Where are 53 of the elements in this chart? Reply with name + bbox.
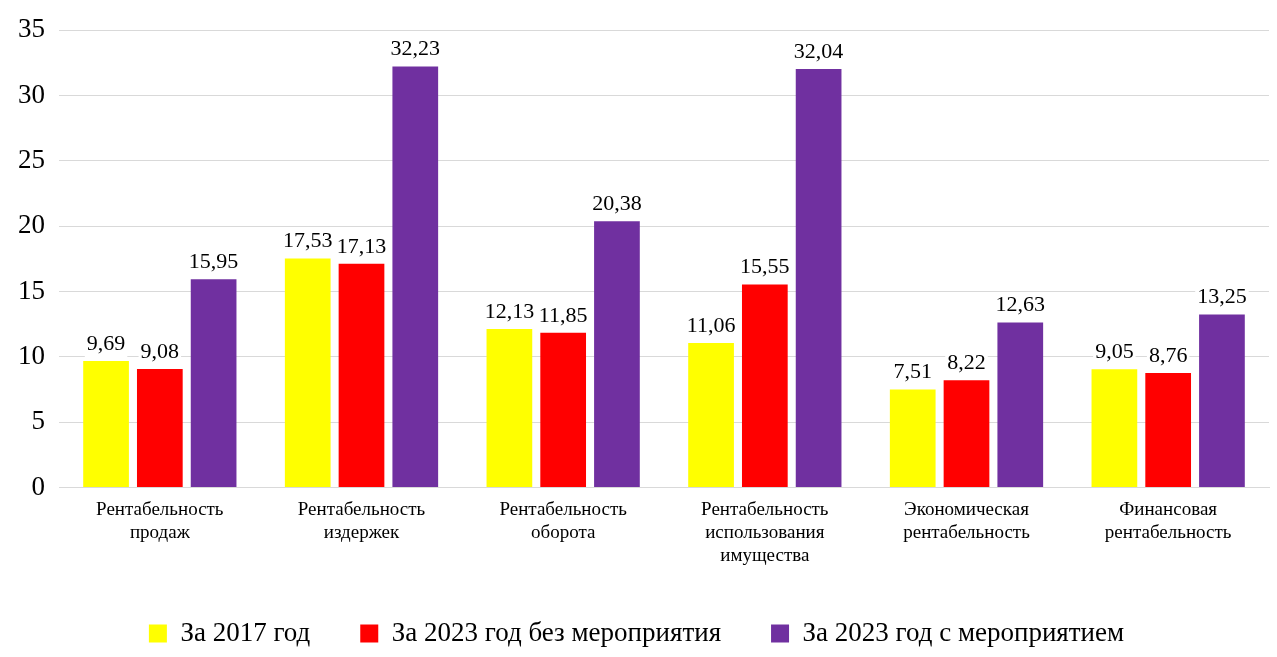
legend-label: За 2023 год без мероприятия: [391, 616, 722, 647]
legend-label: За 2017 год: [180, 616, 311, 647]
bar: [136, 368, 183, 488]
data-label: 8,22: [947, 348, 986, 374]
bar: [943, 380, 990, 488]
y-tick-label: 25: [18, 143, 45, 174]
data-label: 17,53: [282, 227, 333, 253]
bar: [795, 68, 842, 488]
bar: [688, 343, 734, 488]
data-label: 7,51: [893, 358, 932, 384]
bar: [284, 258, 331, 488]
bar: [1199, 314, 1245, 488]
x-tick-label: Рентабельность использования имущества: [701, 497, 829, 565]
data-label: 9,05: [1095, 338, 1134, 364]
data-label: 9,69: [86, 329, 126, 355]
data-label: 11,06: [686, 311, 736, 337]
y-tick-label: 5: [31, 405, 45, 436]
bar: [338, 263, 385, 488]
y-tick-label: 20: [18, 209, 45, 240]
bar: [540, 332, 587, 488]
bar: [83, 360, 129, 488]
y-tick-label: 15: [18, 274, 45, 305]
bar: [594, 221, 640, 488]
legend-label: За 2023 год с мероприятием: [802, 616, 1125, 647]
x-tick-label: Рентабельность издержек: [297, 497, 426, 542]
y-tick-label: 30: [18, 78, 45, 109]
data-label: 9,08: [140, 337, 180, 363]
x-tick-label: Финансовая рентабельность: [1104, 497, 1232, 542]
y-tick-label: 10: [18, 340, 45, 371]
x-tick-label: Экономическая рентабельность: [903, 497, 1031, 542]
bar: [997, 322, 1044, 488]
data-label: 20,38: [592, 190, 642, 216]
data-label: 12,63: [995, 291, 1046, 317]
bar: [741, 284, 788, 488]
bar: [889, 389, 936, 488]
bar: [1145, 373, 1192, 488]
x-tick-label: Рентабельность продаж: [96, 497, 224, 542]
data-label: 15,95: [188, 247, 239, 273]
data-label: 12,13: [484, 297, 535, 323]
data-label: 17,13: [336, 232, 387, 258]
bar: [392, 66, 439, 488]
data-label: 32,23: [390, 35, 441, 61]
y-tick-label: 35: [18, 13, 45, 44]
bar: [1091, 369, 1138, 488]
x-tick-label: Рентабельность оборота: [499, 497, 628, 542]
data-label: 32,04: [793, 37, 844, 63]
data-label: 11,85: [538, 301, 588, 327]
bar: [486, 329, 533, 488]
y-tick-label: 0: [31, 470, 45, 501]
bar: [190, 279, 237, 488]
data-label: 8,76: [1148, 341, 1188, 367]
data-label: 15,55: [740, 253, 790, 279]
data-label: 13,25: [1197, 283, 1247, 309]
